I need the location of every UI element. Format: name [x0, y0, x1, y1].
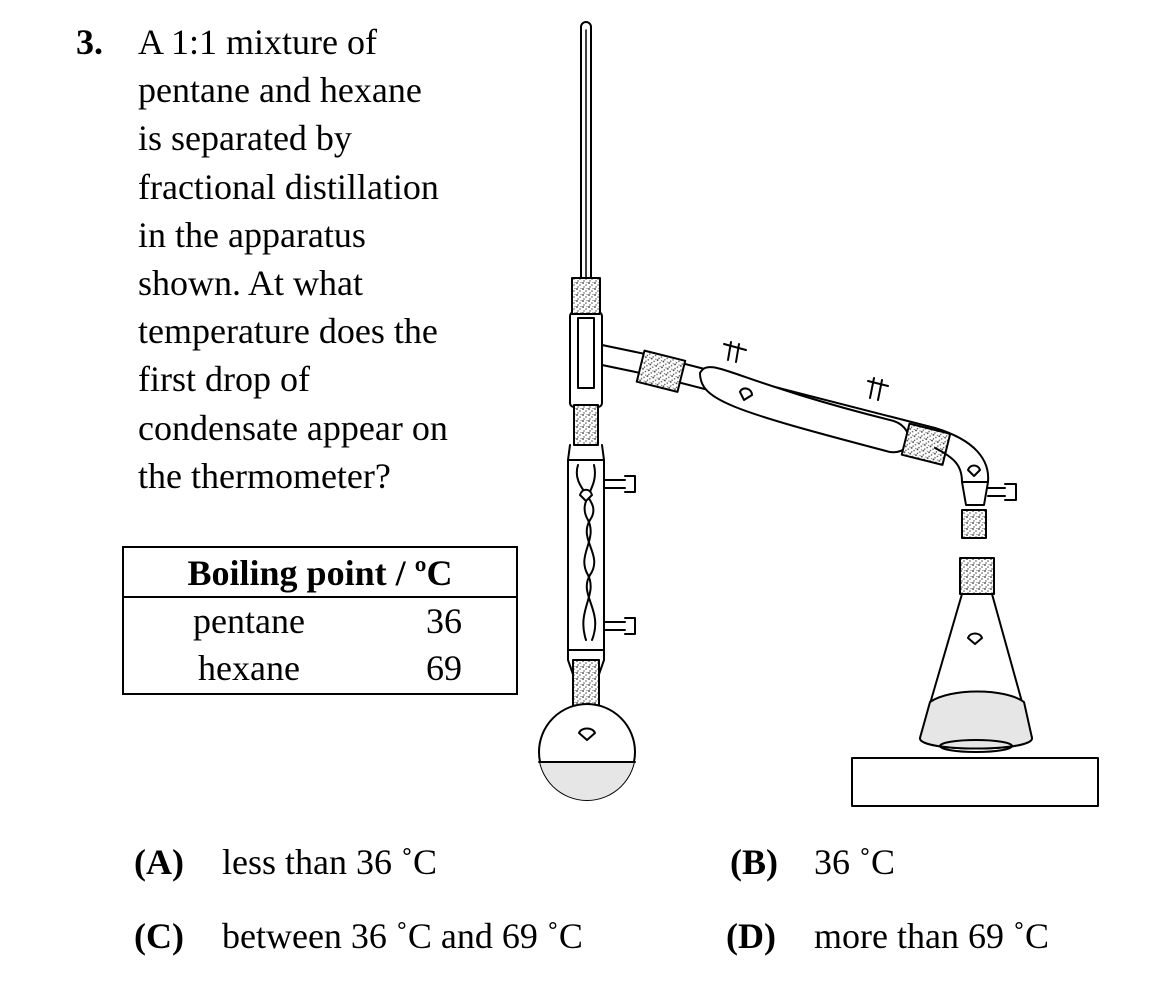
still-head [569, 311, 651, 408]
joint-clip [572, 659, 600, 711]
option-text: 36 ˚C [814, 842, 895, 882]
receiver-adapter [934, 427, 1017, 539]
conical-flask [919, 557, 1033, 753]
question-line: condensate appear on [138, 407, 448, 448]
compound-name: pentane [193, 601, 305, 641]
option-letter: (A) [134, 842, 184, 882]
option-letter: (C) [134, 916, 184, 956]
table-row: pentane 36 [124, 598, 516, 645]
boiling-point-value: 69 [426, 648, 462, 688]
option-d[interactable]: (D) more than 69 ˚C [726, 914, 1049, 958]
option-a[interactable]: (A) less than 36 ˚C [134, 840, 437, 884]
option-text: between 36 ˚C and 69 ˚C [222, 916, 583, 956]
question-line: fractional distillation [138, 166, 439, 207]
question-line: shown. At what [138, 263, 363, 304]
question-line: is separated by [138, 118, 352, 159]
option-b[interactable]: (B) 36 ˚C [730, 840, 895, 884]
question-number: 3. [76, 22, 103, 62]
table-header: Boiling point / ºC [124, 548, 516, 598]
question-line: the thermometer? [138, 455, 391, 496]
option-c[interactable]: (C) between 36 ˚C and 69 ˚C [134, 914, 583, 958]
stand-block [851, 757, 1099, 807]
table-row: hexane 69 [124, 645, 516, 692]
boiling-point-value: 36 [426, 601, 462, 641]
joint-clip [571, 277, 601, 315]
question-line: pentane and hexane [138, 70, 422, 111]
round-bottom-flask [538, 703, 636, 801]
condenser [635, 341, 952, 466]
option-text: more than 69 ˚C [814, 916, 1049, 956]
compound-name: hexane [198, 648, 300, 688]
question-line: in the apparatus [138, 214, 366, 255]
option-letter: (B) [730, 842, 778, 882]
question-text: A 1:1 mixture of pentane and hexane is s… [138, 18, 518, 500]
option-letter: (D) [726, 916, 776, 956]
question-line: temperature does the [138, 311, 438, 352]
question-line: A 1:1 mixture of [138, 22, 377, 62]
boiling-point-table: Boiling point / ºC pentane 36 hexane 69 [122, 546, 518, 695]
question-line: first drop of [138, 359, 310, 400]
option-text: less than 36 ˚C [222, 842, 437, 882]
fractionating-column [567, 404, 636, 681]
